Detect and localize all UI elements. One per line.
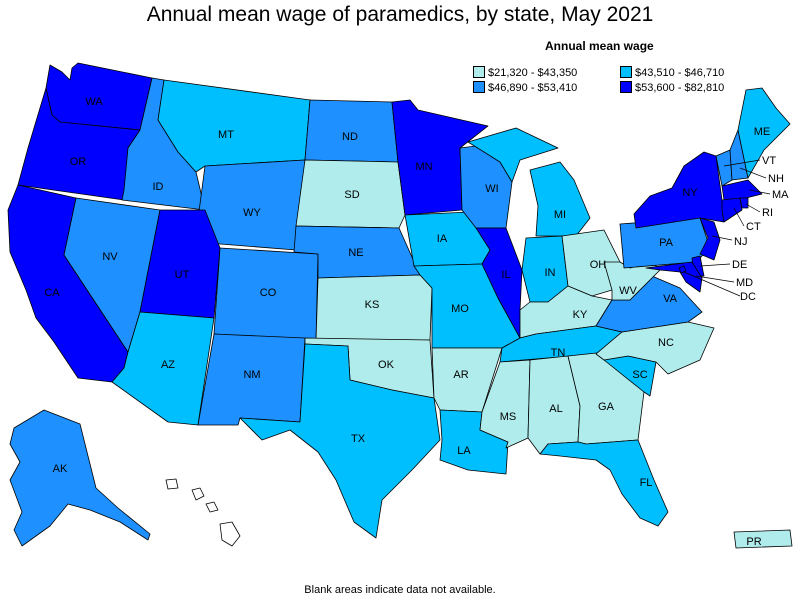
label-ia: IA bbox=[437, 233, 448, 245]
label-pa: PA bbox=[659, 237, 674, 249]
label-nd: ND bbox=[342, 131, 358, 143]
label-la: LA bbox=[457, 445, 471, 457]
state-ny[interactable] bbox=[633, 151, 731, 229]
label-nj: NJ bbox=[734, 236, 747, 248]
label-tn: TN bbox=[551, 347, 566, 359]
label-va: VA bbox=[663, 293, 678, 305]
label-oh: OH bbox=[590, 259, 607, 271]
legend-label-bin3: $46,890 - $53,410 bbox=[488, 82, 578, 94]
label-ca: CA bbox=[44, 287, 60, 299]
state-pr[interactable] bbox=[733, 529, 793, 549]
label-mo: MO bbox=[451, 303, 469, 315]
label-vt: VT bbox=[762, 155, 776, 167]
state-md[interactable] bbox=[645, 261, 703, 293]
label-in: IN bbox=[545, 267, 556, 279]
label-ar: AR bbox=[453, 369, 468, 381]
leader-ri bbox=[745, 203, 761, 213]
leader-vt bbox=[723, 159, 761, 167]
label-nm: NM bbox=[243, 369, 260, 381]
footnote: Blank areas indicate data not available. bbox=[304, 584, 496, 596]
legend-label-bin4: $53,600 - $82,810 bbox=[635, 82, 725, 94]
label-ut: UT bbox=[175, 269, 190, 281]
map-title: Annual mean wage of paramedics, by state… bbox=[146, 3, 654, 26]
state-fl[interactable] bbox=[539, 439, 669, 527]
state-ms[interactable] bbox=[479, 359, 531, 449]
legend-swatch-bin1 bbox=[473, 66, 485, 78]
state-nj[interactable] bbox=[699, 217, 721, 261]
state-mi[interactable] bbox=[467, 127, 591, 237]
leader-ma bbox=[749, 189, 771, 195]
label-me: ME bbox=[754, 126, 771, 138]
legend-swatch-bin3 bbox=[473, 81, 485, 93]
legend-label-bin1: $21,320 - $43,350 bbox=[488, 67, 578, 79]
leader-ct bbox=[733, 207, 745, 227]
label-md: MD bbox=[736, 277, 753, 289]
leader-nh bbox=[739, 167, 767, 179]
leader-md bbox=[695, 275, 735, 283]
label-ok: OK bbox=[378, 359, 395, 371]
legend-swatch-bin2 bbox=[620, 66, 632, 78]
label-ms: MS bbox=[500, 411, 517, 423]
state-ak[interactable] bbox=[9, 409, 151, 547]
label-tx: TX bbox=[351, 433, 366, 445]
legend-title: Annual mean wage bbox=[545, 39, 654, 53]
label-de: DE bbox=[732, 259, 747, 271]
state-tx[interactable] bbox=[239, 343, 441, 539]
label-wv: WV bbox=[619, 285, 637, 297]
label-ny: NY bbox=[682, 187, 698, 199]
label-id: ID bbox=[153, 181, 164, 193]
state-sd[interactable] bbox=[295, 159, 406, 229]
label-ks: KS bbox=[365, 299, 380, 311]
label-pr: PR bbox=[746, 536, 761, 548]
leader-dc bbox=[683, 271, 741, 297]
label-wi: WI bbox=[485, 183, 498, 195]
label-ne: NE bbox=[348, 247, 363, 259]
label-il: IL bbox=[501, 269, 510, 281]
state-hi[interactable] bbox=[165, 478, 241, 547]
state-az[interactable] bbox=[111, 311, 215, 426]
label-ri: RI bbox=[762, 207, 773, 219]
leader-nj bbox=[711, 235, 733, 241]
label-az: AZ bbox=[161, 359, 175, 371]
label-ga: GA bbox=[598, 401, 615, 413]
label-sc: SC bbox=[632, 369, 647, 381]
label-dc: DC bbox=[740, 291, 756, 303]
label-fl: FL bbox=[640, 477, 653, 489]
label-wa: WA bbox=[85, 96, 103, 108]
legend-swatch-bin4 bbox=[620, 81, 632, 93]
label-sd: SD bbox=[344, 189, 359, 201]
state-ma[interactable] bbox=[721, 179, 763, 201]
legend-item-bin4: $53,600 - $82,810 bbox=[620, 81, 724, 95]
legend-label-bin2: $43,510 - $46,710 bbox=[635, 67, 725, 79]
label-ak: AK bbox=[53, 463, 68, 475]
state-ct[interactable] bbox=[721, 197, 743, 223]
label-wy: WY bbox=[243, 207, 261, 219]
label-nc: NC bbox=[658, 337, 674, 349]
label-mi: MI bbox=[554, 209, 566, 221]
state-ks[interactable] bbox=[315, 274, 433, 341]
label-mn: MN bbox=[415, 161, 432, 173]
label-ma: MA bbox=[772, 189, 789, 201]
state-dc[interactable] bbox=[678, 265, 687, 274]
leader-de bbox=[699, 263, 731, 267]
legend-item-bin1: $21,320 - $43,350 bbox=[473, 66, 577, 80]
label-al: AL bbox=[549, 403, 562, 415]
label-or: OR bbox=[70, 156, 87, 168]
label-ky: KY bbox=[573, 309, 588, 321]
label-ct: CT bbox=[746, 221, 761, 233]
state-ut[interactable] bbox=[139, 209, 221, 319]
legend-item-bin2: $43,510 - $46,710 bbox=[620, 66, 724, 80]
label-mt: MT bbox=[218, 129, 234, 141]
state-me[interactable] bbox=[737, 87, 791, 179]
label-nh: NH bbox=[768, 173, 784, 185]
legend-item-bin3: $46,890 - $53,410 bbox=[473, 81, 577, 95]
label-nv: NV bbox=[102, 251, 118, 263]
label-co: CO bbox=[260, 287, 277, 299]
